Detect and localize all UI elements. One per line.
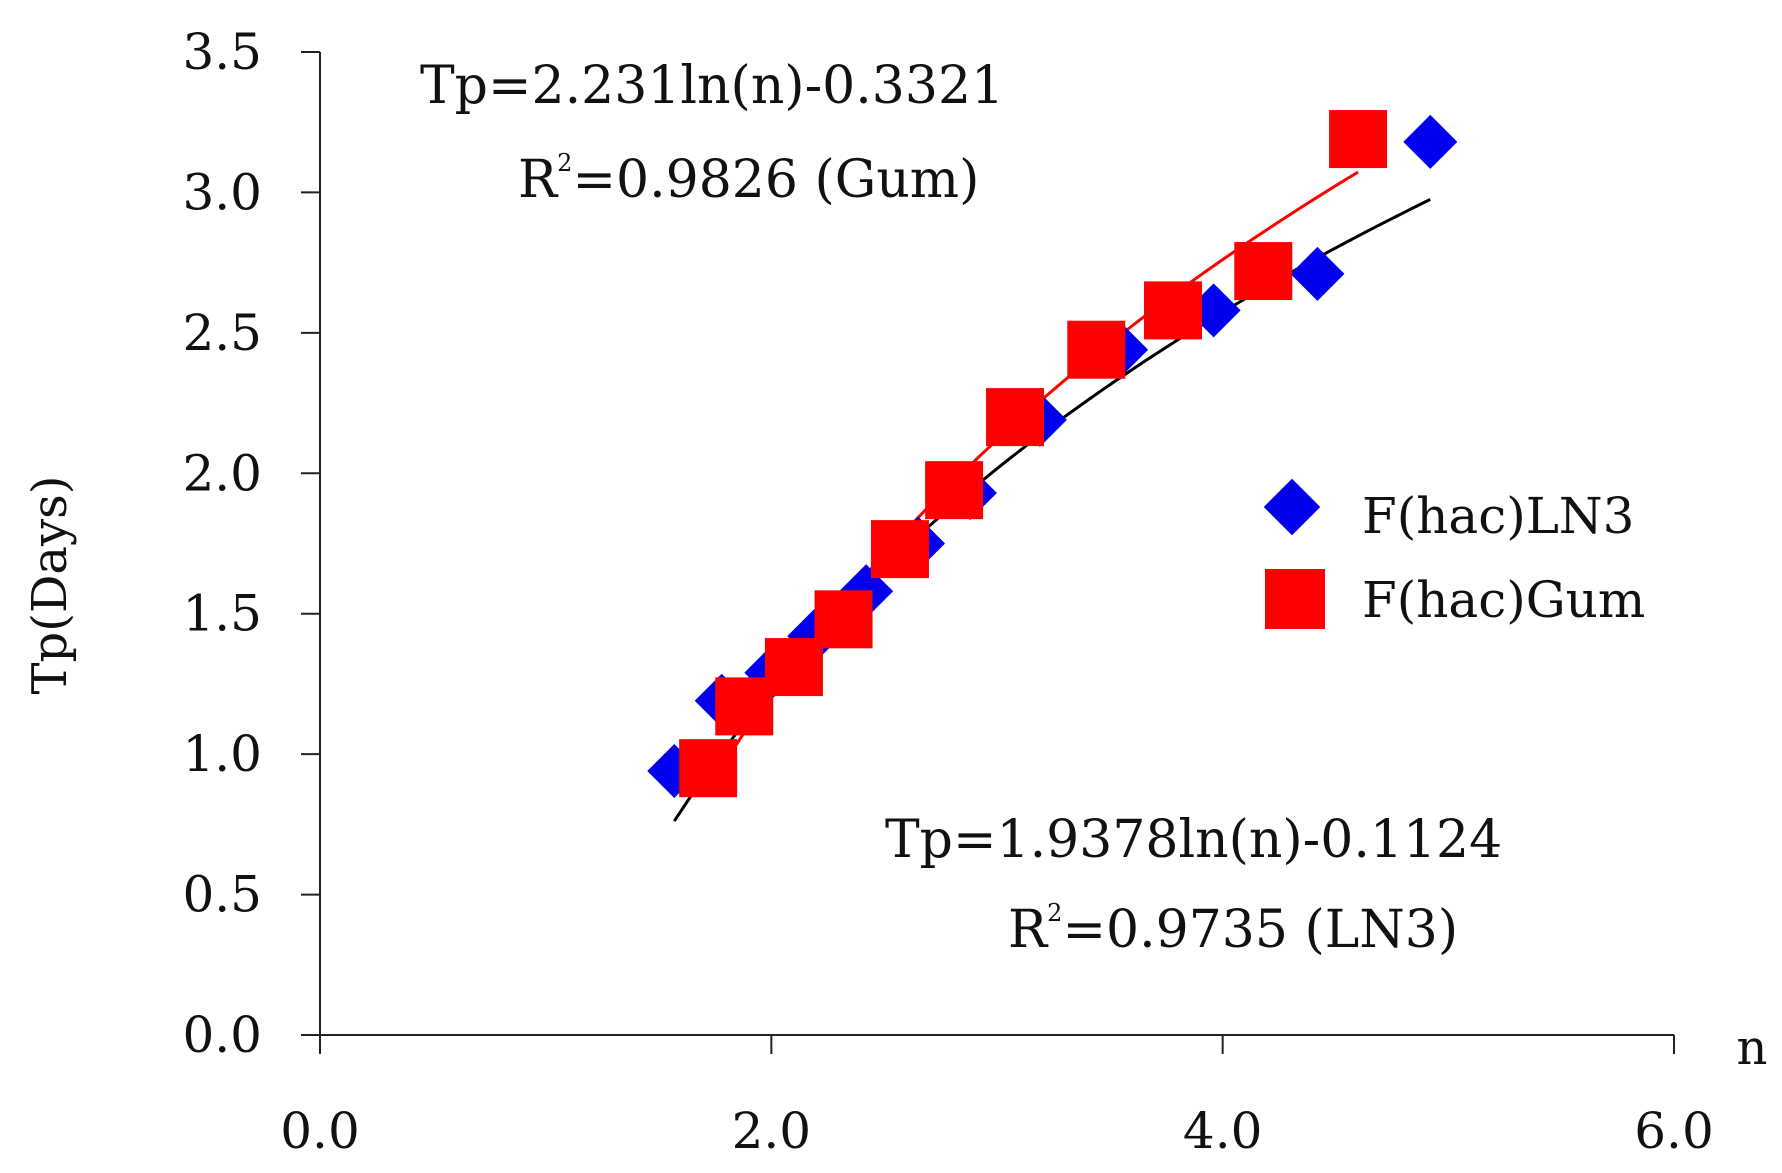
y-tick-label: 3.5 <box>182 23 262 81</box>
y-tick-label: 3.0 <box>182 163 262 221</box>
gum-r2-value: =0.9826 (Gum) <box>572 150 979 210</box>
legend-marker-ln3 <box>1263 478 1321 536</box>
legend-marker-gum <box>1265 569 1325 629</box>
legend: F(hac)LN3 F(hac)Gum <box>1263 478 1645 629</box>
gum-r2-sup: 2 <box>557 149 572 177</box>
gum-point <box>1329 110 1388 169</box>
gum-equation-label: Tp=2.231ln(n)-0.3321 <box>420 56 1004 116</box>
y-tick-label: 2.5 <box>182 304 262 362</box>
x-tick-label: 4.0 <box>1183 1102 1263 1160</box>
gum-point <box>986 388 1045 447</box>
x-axis-title: n <box>1737 1020 1768 1076</box>
gum-point <box>1067 320 1126 379</box>
ln3-r2-prefix: R <box>1008 900 1049 960</box>
ln3-point <box>1403 114 1458 169</box>
ln3-r2-label: R2=0.9735 (LN3) <box>1008 899 1458 960</box>
x-axis-ticks: 0.0 2.0 4.0 6.0 <box>280 1035 1714 1160</box>
y-tick-label: 1.5 <box>182 585 262 643</box>
legend-label-gum: F(hac)Gum <box>1362 571 1645 629</box>
gum-r2-prefix: R <box>518 150 559 210</box>
gum-point <box>814 590 873 649</box>
series-gum <box>679 110 1388 798</box>
gum-point <box>715 677 774 736</box>
gum-r2-label: R2=0.9826 (Gum) <box>518 149 979 210</box>
gum-point <box>925 461 984 520</box>
ln3-point <box>1290 246 1345 301</box>
legend-label-ln3: F(hac)LN3 <box>1362 487 1635 545</box>
gum-point <box>1234 242 1293 301</box>
x-tick-label: 2.0 <box>732 1102 812 1160</box>
y-tick-label: 2.0 <box>182 444 262 502</box>
y-tick-label: 0.0 <box>182 1006 262 1064</box>
ln3-r2-sup: 2 <box>1047 899 1062 927</box>
y-axis-ticks: 0.0 0.5 1.0 1.5 2.0 2.5 3.0 3.5 <box>182 23 320 1064</box>
x-tick-label: 0.0 <box>280 1102 360 1160</box>
ln3-equation-label: Tp=1.9378ln(n)-0.1124 <box>885 810 1502 870</box>
ln3-r2-value: =0.9735 (LN3) <box>1062 900 1458 960</box>
gum-point <box>679 739 738 798</box>
y-tick-label: 0.5 <box>182 866 262 924</box>
gum-point <box>1144 281 1203 340</box>
gum-point <box>764 638 823 697</box>
x-tick-label: 6.0 <box>1634 1102 1714 1160</box>
gum-point <box>870 520 929 579</box>
y-tick-label: 1.0 <box>182 725 262 783</box>
y-axis-title: Tp(Days) <box>22 475 78 694</box>
